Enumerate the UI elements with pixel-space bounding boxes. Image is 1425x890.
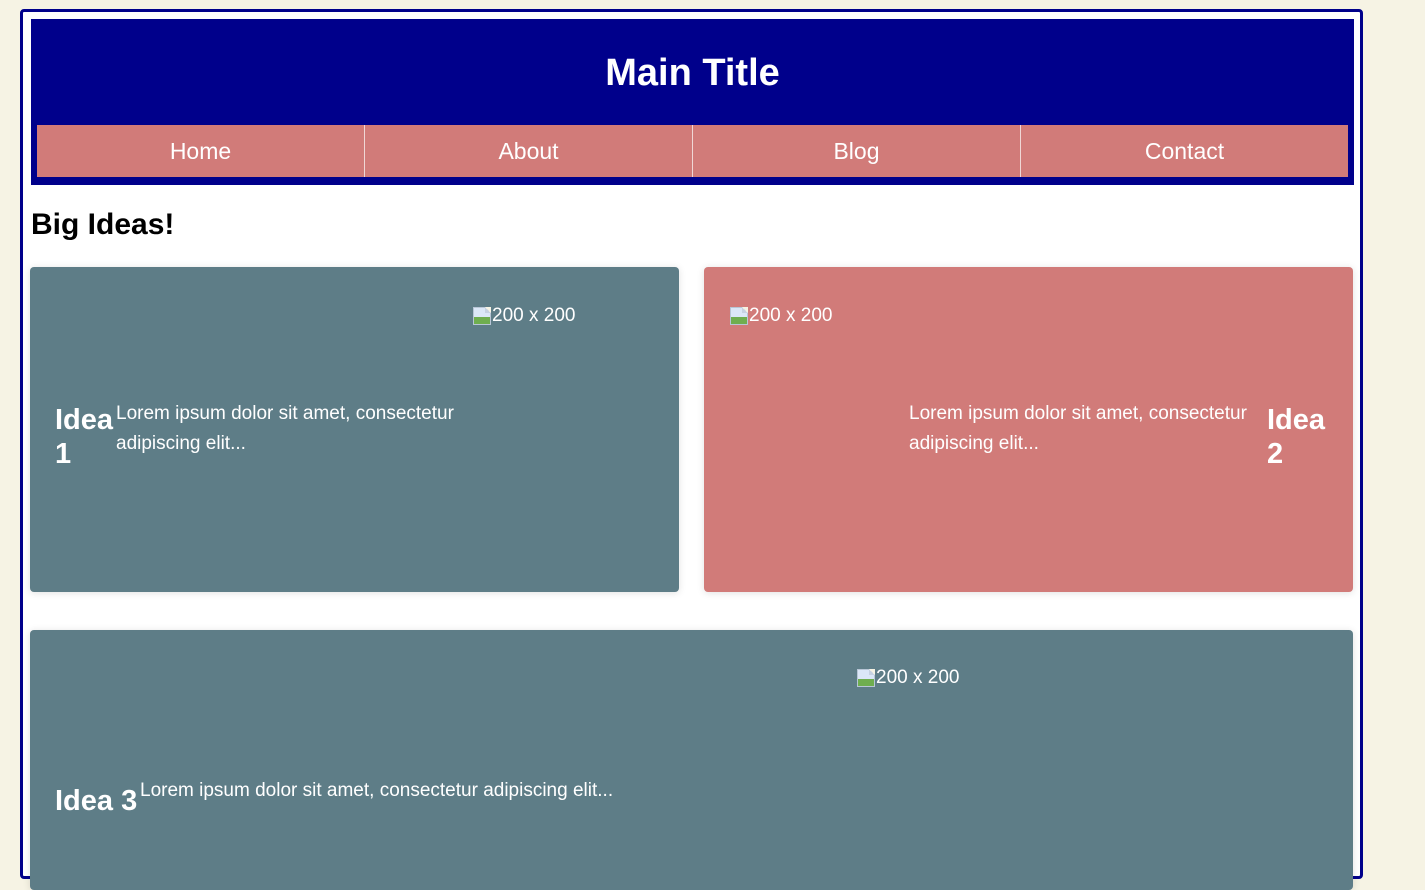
site-header: Main Title Home About Blog Contact xyxy=(31,19,1354,185)
card-text: Lorem ipsum dolor sit amet, consectetur … xyxy=(909,403,1247,454)
nav-item-contact[interactable]: Contact xyxy=(1144,138,1225,164)
card-title: Idea 1 xyxy=(55,403,113,471)
nav-item-about[interactable]: About xyxy=(365,125,693,177)
section-heading: Big Ideas! xyxy=(31,208,175,241)
image-alt-text: 200 x 200 xyxy=(876,667,960,688)
broken-image-icon xyxy=(730,307,748,325)
card-title-line: Idea xyxy=(1267,404,1326,436)
idea-card-1: 200 x 200 Idea 1 Lorem ipsum dolor sit a… xyxy=(30,267,679,592)
card-title-line: 1 xyxy=(55,438,72,470)
card-image: 200 x 200 xyxy=(473,304,575,328)
broken-image-icon xyxy=(857,669,875,687)
card-title-line: Idea xyxy=(55,404,114,436)
card-title: Idea 2 xyxy=(1267,403,1325,471)
card-title-line: 2 xyxy=(1267,438,1284,470)
card-text: Lorem ipsum dolor sit amet, consectetur … xyxy=(140,780,614,801)
image-alt-text: 200 x 200 xyxy=(749,305,833,326)
idea-card-2: 200 x 200 Lorem ipsum dolor sit amet, co… xyxy=(704,267,1353,592)
nav-item-blog[interactable]: Blog xyxy=(693,125,1021,177)
main-nav: Home About Blog Contact xyxy=(37,125,1348,177)
main-title: Main Title xyxy=(605,52,780,94)
page-container: Main Title Home About Blog Contact Big I… xyxy=(20,9,1363,890)
card-image: 200 x 200 xyxy=(730,304,832,328)
card-title: Idea 3 xyxy=(55,785,138,817)
card-text: Lorem ipsum dolor sit amet, consectetur … xyxy=(116,403,454,454)
idea-card-3: 200 x 200 Idea 3 Lorem ipsum dolor sit a… xyxy=(30,630,1353,890)
card-image: 200 x 200 xyxy=(857,666,959,690)
image-alt-text: 200 x 200 xyxy=(492,305,576,326)
nav-item-home[interactable]: Home xyxy=(37,125,365,177)
broken-image-icon xyxy=(473,307,491,325)
